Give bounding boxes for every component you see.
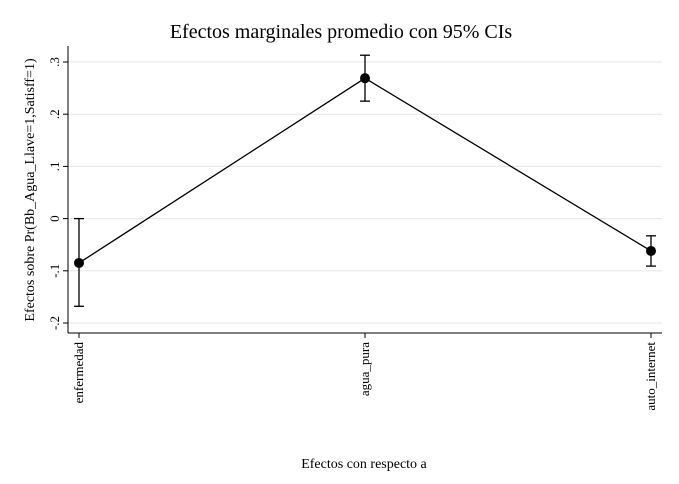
series [74,54,656,307]
data-point [74,257,84,268]
x-tick-label: enfermedad [71,342,86,404]
data-point [360,73,370,84]
chart-title: Efectos marginales promedio con 95% CIs [170,21,513,43]
x-tick-label: agua_pura [357,342,372,396]
x-axis-label: Efectos con respecto a [301,457,427,472]
y-tick-label: .3 [47,57,62,67]
y-tick-label: -.2 [47,316,62,330]
x-tick-label: auto_internet [643,342,658,411]
y-axis-label: Efectos sobre Pr(Bb_Agua_Llave=1,Satisff… [23,58,38,322]
y-ticks: -.2 -.1 0 .1 .2 .3 [47,57,68,330]
y-tick-label: .1 [47,162,62,172]
data-point [646,245,656,256]
y-tick-label: .2 [47,109,62,119]
y-tick-label: -.1 [47,264,62,278]
x-ticks: enfermedad agua_pura auto_internet [71,333,658,411]
y-tick-label: 0 [47,215,62,222]
